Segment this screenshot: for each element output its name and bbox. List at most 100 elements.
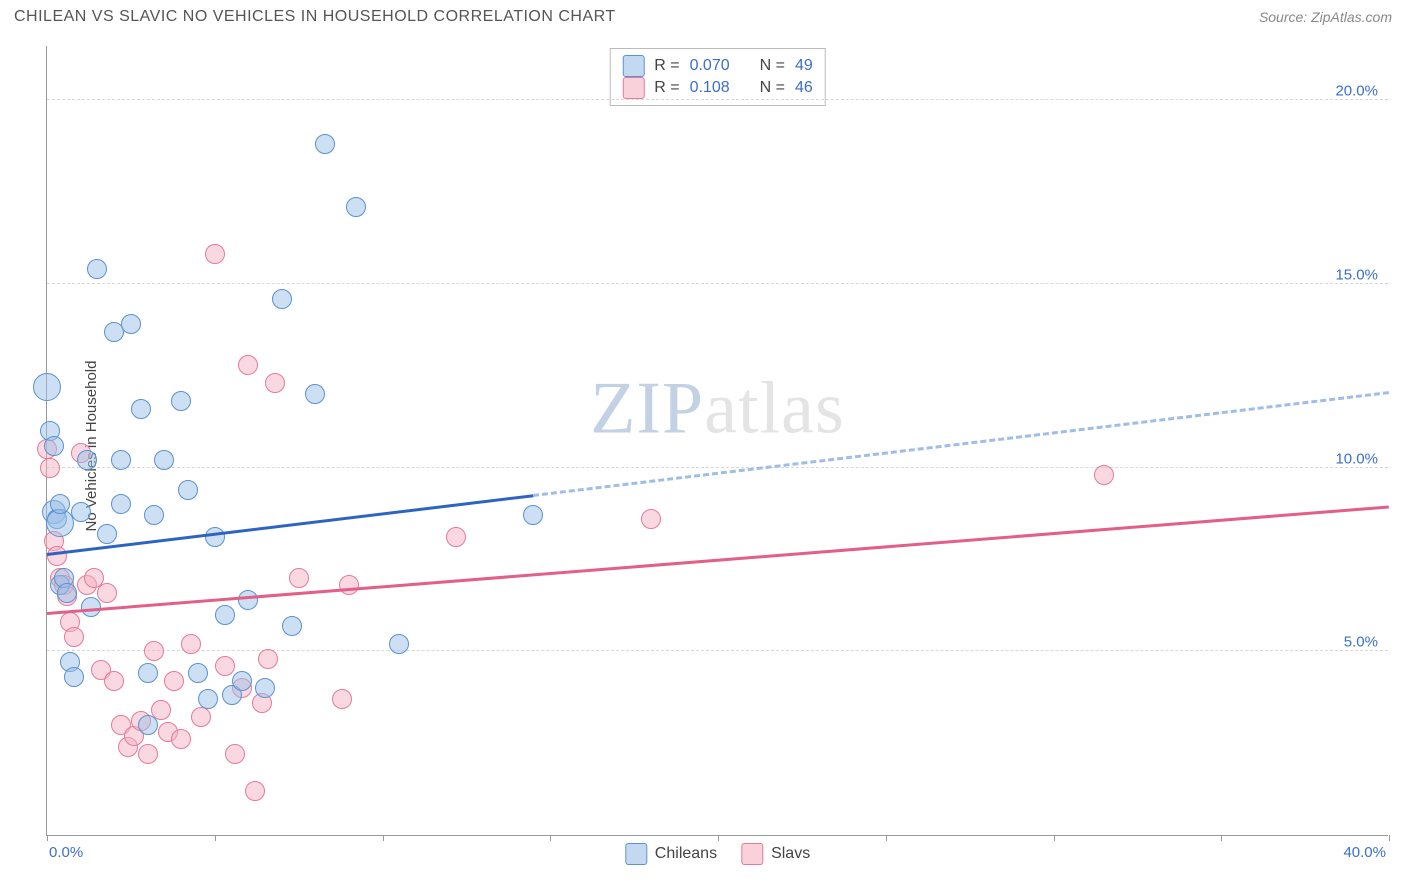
r-value-pink: 0.108: [690, 79, 730, 97]
n-value-pink: 46: [795, 79, 813, 97]
data-point: [641, 509, 661, 529]
data-point: [205, 527, 225, 547]
gridline: [47, 467, 1388, 468]
y-tick-label: 5.0%: [1344, 634, 1378, 651]
swatch-blue-icon: [625, 843, 647, 865]
data-point: [77, 450, 97, 470]
x-tick: [718, 835, 719, 841]
data-point: [138, 744, 158, 764]
x-tick: [550, 835, 551, 841]
data-point: [131, 399, 151, 419]
source-attribution: Source: ZipAtlas.com: [1259, 9, 1392, 25]
gridline: [47, 650, 1388, 651]
data-point: [144, 641, 164, 661]
data-point: [215, 656, 235, 676]
r-label: R =: [654, 57, 679, 75]
data-point: [238, 590, 258, 610]
header: CHILEAN VS SLAVIC NO VEHICLES IN HOUSEHO…: [0, 0, 1406, 30]
legend-correlation-box: R = 0.070 N = 49 R = 0.108 N = 46: [609, 48, 826, 106]
data-point: [97, 524, 117, 544]
data-point: [144, 505, 164, 525]
data-point: [121, 314, 141, 334]
legend-label-chileans: Chileans: [655, 845, 717, 863]
n-label: N =: [760, 57, 785, 75]
data-point: [97, 583, 117, 603]
x-tick: [1221, 835, 1222, 841]
data-point: [282, 616, 302, 636]
data-point: [47, 546, 67, 566]
data-point: [332, 689, 352, 709]
n-value-blue: 49: [795, 57, 813, 75]
data-point: [238, 355, 258, 375]
source-value: ZipAtlas.com: [1311, 9, 1392, 25]
data-point: [188, 663, 208, 683]
x-tick: [1054, 835, 1055, 841]
data-point: [205, 244, 225, 264]
r-label: R =: [654, 79, 679, 97]
data-point: [64, 667, 84, 687]
data-point: [154, 450, 174, 470]
data-point: [346, 197, 366, 217]
data-point: [255, 678, 275, 698]
data-point: [198, 689, 218, 709]
y-tick-label: 15.0%: [1335, 266, 1378, 283]
x-tick: [1389, 835, 1390, 841]
r-value-blue: 0.070: [690, 57, 730, 75]
gridline: [47, 283, 1388, 284]
data-point: [446, 527, 466, 547]
data-point: [138, 715, 158, 735]
legend-row-blue: R = 0.070 N = 49: [622, 55, 813, 77]
x-tick: [886, 835, 887, 841]
chart-title: CHILEAN VS SLAVIC NO VEHICLES IN HOUSEHO…: [14, 8, 616, 26]
data-point: [138, 663, 158, 683]
legend-item-slavs: Slavs: [741, 843, 810, 865]
data-point: [289, 568, 309, 588]
trend-line: [533, 391, 1389, 497]
data-point: [245, 781, 265, 801]
chart-plot-area: ZIPatlas R = 0.070 N = 49 R = 0.108 N = …: [46, 46, 1388, 836]
data-point: [305, 384, 325, 404]
source-label: Source:: [1259, 9, 1307, 25]
data-point: [87, 259, 107, 279]
swatch-pink-icon: [622, 77, 644, 99]
data-point: [258, 649, 278, 669]
data-point: [215, 605, 235, 625]
data-point: [181, 634, 201, 654]
data-point: [171, 391, 191, 411]
legend-series: Chileans Slavs: [625, 843, 810, 865]
data-point: [191, 707, 211, 727]
data-point: [1094, 465, 1114, 485]
data-point: [44, 436, 64, 456]
y-tick-label: 10.0%: [1335, 450, 1378, 467]
y-tick-label: 20.0%: [1335, 83, 1378, 100]
data-point: [111, 494, 131, 514]
legend-item-chileans: Chileans: [625, 843, 717, 865]
data-point: [178, 480, 198, 500]
watermark: ZIPatlas: [590, 366, 845, 451]
data-point: [225, 744, 245, 764]
data-point: [71, 502, 91, 522]
data-point: [389, 634, 409, 654]
data-point: [164, 671, 184, 691]
x-tick: [383, 835, 384, 841]
data-point: [265, 373, 285, 393]
data-point: [57, 583, 77, 603]
data-point: [64, 627, 84, 647]
swatch-blue-icon: [622, 55, 644, 77]
swatch-pink-icon: [741, 843, 763, 865]
data-point: [50, 494, 70, 514]
watermark-zip: ZIP: [590, 367, 704, 449]
gridline: [47, 99, 1388, 100]
data-point: [523, 505, 543, 525]
data-point: [111, 450, 131, 470]
data-point: [232, 671, 252, 691]
data-point: [104, 671, 124, 691]
watermark-atlas: atlas: [704, 367, 845, 449]
trend-line: [47, 505, 1389, 615]
legend-row-pink: R = 0.108 N = 46: [622, 77, 813, 99]
n-label: N =: [760, 79, 785, 97]
data-point: [272, 289, 292, 309]
legend-label-slavs: Slavs: [771, 845, 810, 863]
data-point: [339, 575, 359, 595]
x-tick: [47, 835, 48, 841]
